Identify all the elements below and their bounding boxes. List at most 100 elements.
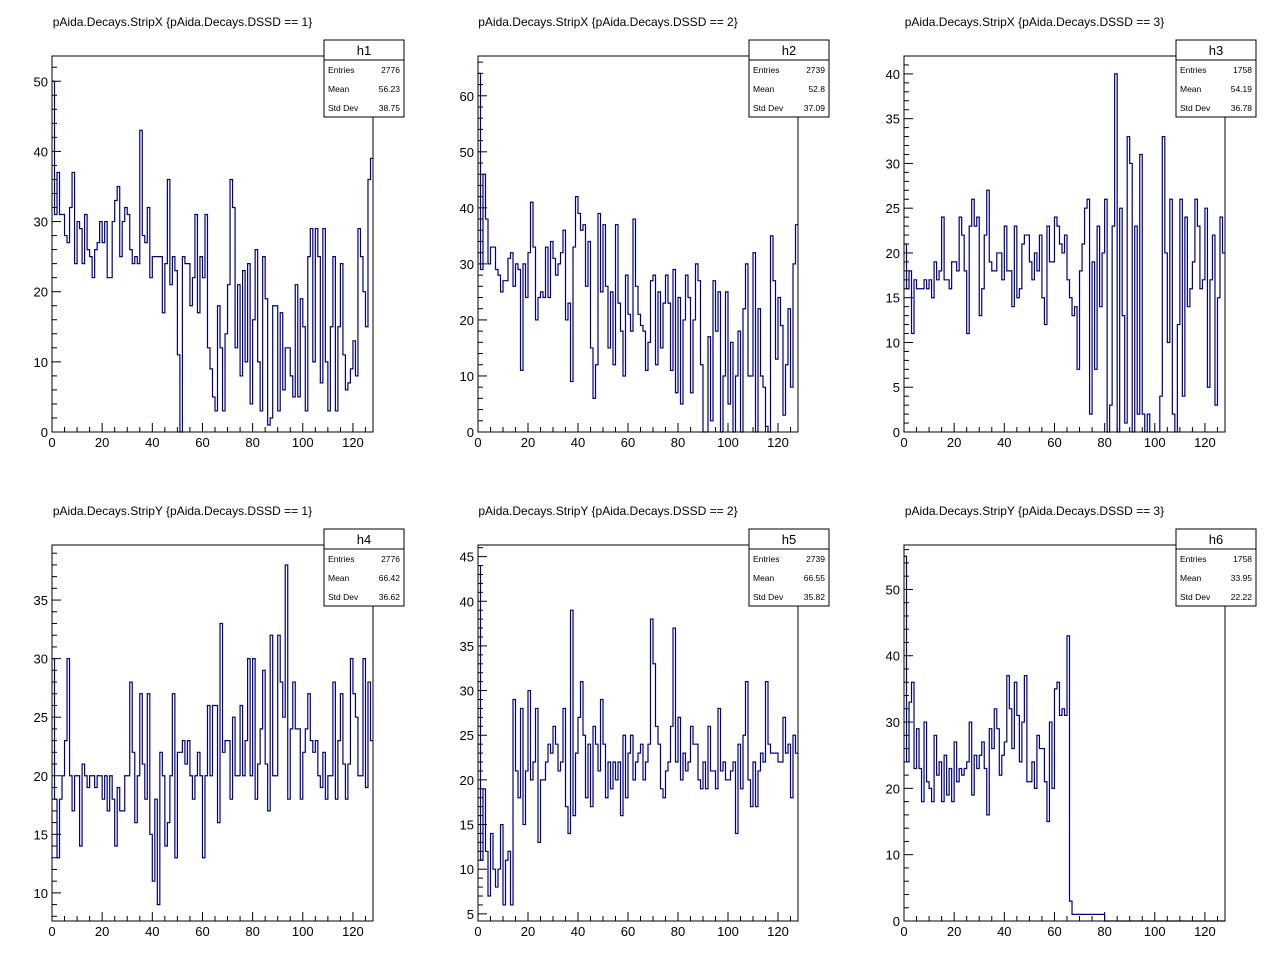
stats-value: 36.78: [1231, 103, 1253, 113]
chart-title: pAida.Decays.StripX {pAida.Decays.DSSD =…: [478, 15, 737, 29]
y-tick-label: 30: [460, 257, 474, 272]
stats-box-frame: [1175, 39, 1257, 118]
x-tick-label: 20: [95, 924, 109, 939]
y-tick-label: 30: [34, 215, 48, 230]
x-tick-label: 40: [997, 924, 1011, 939]
x-tick-label: 40: [145, 435, 159, 450]
x-tick-label: 0: [900, 924, 907, 939]
y-tick-label: 20: [34, 285, 48, 300]
x-tick-label: 100: [292, 924, 314, 939]
x-tick-label: 20: [95, 435, 109, 450]
x-tick-label: 20: [947, 435, 961, 450]
x-tick-label: 120: [767, 924, 789, 939]
x-tick-label: 40: [145, 924, 159, 939]
x-tick-label: 0: [900, 435, 907, 450]
y-tick-label: 20: [886, 781, 900, 796]
stats-label: Mean: [753, 84, 775, 94]
plot-frame: [51, 544, 374, 922]
histogram-panel-2: pAida.Decays.StripX {pAida.Decays.DSSD =…: [460, 15, 830, 450]
x-tick-label: 60: [195, 435, 209, 450]
plot-frame: [51, 55, 374, 433]
x-tick-label: 100: [1144, 435, 1166, 450]
y-tick-label: 10: [34, 886, 48, 901]
stats-box-frame: [748, 39, 830, 118]
stats-value: 1758: [1233, 65, 1252, 75]
histogram-series: [904, 555, 1225, 922]
stats-label: Entries: [1180, 65, 1206, 75]
y-tick-label: 50: [460, 145, 474, 160]
x-tick-label: 60: [195, 924, 209, 939]
histogram-series: [904, 73, 1225, 433]
stats-label: Std Dev: [328, 103, 359, 113]
stats-label: Entries: [1180, 554, 1206, 564]
stats-label: Entries: [328, 554, 354, 564]
plot-frame: [903, 544, 1226, 922]
stats-name: h6: [1209, 532, 1223, 547]
x-tick-label: 0: [474, 924, 481, 939]
y-tick-label: 50: [34, 74, 48, 89]
chart-title: pAida.Decays.StripY {pAida.Decays.DSSD =…: [905, 504, 1164, 518]
stats-label: Std Dev: [753, 103, 784, 113]
stats-box-frame: [323, 39, 405, 118]
histogram-series: [52, 564, 373, 906]
y-tick-label: 20: [460, 773, 474, 788]
x-tick-label: 60: [621, 924, 635, 939]
y-tick-label: 30: [34, 652, 48, 667]
stats-box-frame: [748, 528, 830, 607]
stats-label: Mean: [328, 573, 350, 583]
y-tick-label: 30: [460, 684, 474, 699]
y-tick-label: 25: [460, 728, 474, 743]
x-tick-label: 40: [571, 924, 585, 939]
histogram-panel-1: pAida.Decays.StripX {pAida.Decays.DSSD =…: [34, 15, 405, 450]
stats-value: 66.42: [379, 573, 401, 583]
stats-label: Std Dev: [1180, 103, 1211, 113]
chart-title: pAida.Decays.StripX {pAida.Decays.DSSD =…: [905, 15, 1164, 29]
stats-label: Std Dev: [1180, 592, 1211, 602]
x-tick-label: 20: [521, 924, 535, 939]
stats-value: 1758: [1233, 554, 1252, 564]
stats-value: 56.23: [379, 84, 401, 94]
stats-value: 33.95: [1231, 573, 1253, 583]
histogram-panel-6: pAida.Decays.StripY {pAida.Decays.DSSD =…: [886, 504, 1257, 939]
stats-value: 38.75: [379, 103, 401, 113]
y-tick-label: 60: [460, 89, 474, 104]
x-tick-label: 0: [474, 435, 481, 450]
y-tick-label: 5: [893, 380, 900, 395]
x-tick-label: 60: [621, 435, 635, 450]
x-tick-label: 120: [1194, 924, 1216, 939]
y-tick-label: 10: [460, 369, 474, 384]
y-tick-label: 20: [886, 246, 900, 261]
stats-label: Entries: [328, 65, 354, 75]
y-tick-label: 40: [34, 144, 48, 159]
stats-value: 2776: [381, 554, 400, 564]
x-tick-label: 120: [342, 435, 364, 450]
x-tick-label: 100: [292, 435, 314, 450]
x-tick-label: 20: [947, 924, 961, 939]
x-tick-label: 100: [717, 435, 739, 450]
chart-title: pAida.Decays.StripY {pAida.Decays.DSSD =…: [53, 504, 312, 518]
x-tick-label: 100: [717, 924, 739, 939]
histogram-panel-4: pAida.Decays.StripY {pAida.Decays.DSSD =…: [34, 504, 405, 939]
y-tick-label: 35: [886, 112, 900, 127]
stats-box-frame: [1175, 528, 1257, 607]
stats-value: 54.19: [1231, 84, 1253, 94]
y-tick-label: 20: [34, 769, 48, 784]
stats-name: h4: [357, 532, 371, 547]
stats-value: 52.8: [808, 84, 825, 94]
x-tick-label: 100: [1144, 924, 1166, 939]
stats-label: Mean: [753, 573, 775, 583]
y-tick-label: 40: [886, 649, 900, 664]
y-tick-label: 0: [893, 425, 900, 440]
y-tick-label: 25: [886, 201, 900, 216]
x-tick-label: 80: [245, 435, 259, 450]
stats-name: h5: [782, 532, 796, 547]
x-tick-label: 120: [342, 924, 364, 939]
stats-label: Std Dev: [753, 592, 784, 602]
y-tick-label: 40: [460, 594, 474, 609]
